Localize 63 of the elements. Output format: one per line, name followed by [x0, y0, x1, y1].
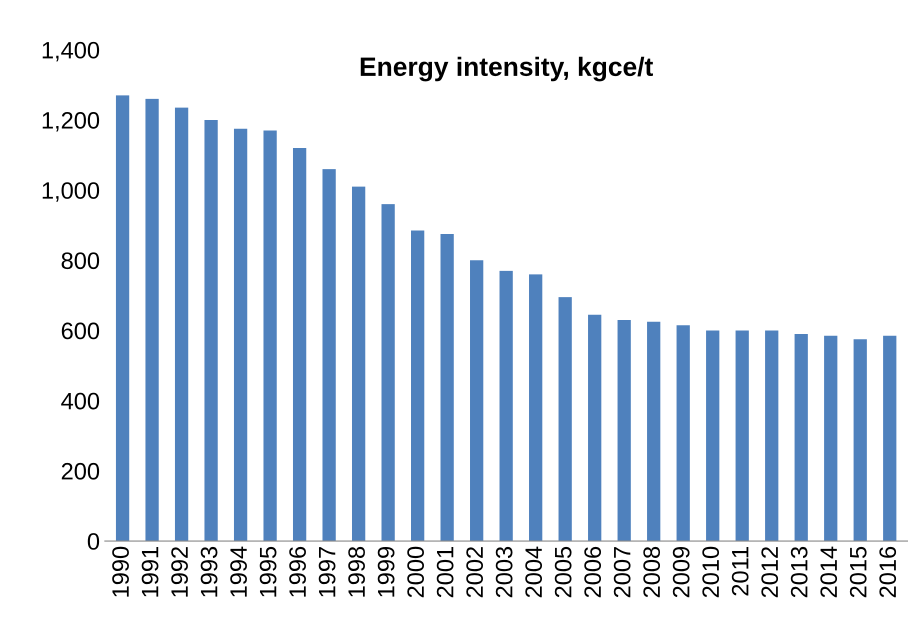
x-tick-label: 2000	[407, 546, 424, 598]
x-tick-label: 1991	[142, 547, 158, 597]
bar	[322, 169, 336, 542]
bar	[529, 274, 542, 542]
bar	[382, 204, 395, 542]
y-tick-label: 1,200	[42, 112, 100, 132]
bar	[854, 339, 867, 542]
y-tick-label: 400	[61, 392, 100, 410]
bar	[588, 314, 602, 542]
x-tick-label: 2008	[643, 546, 660, 598]
x-tick-label: 2014	[820, 546, 838, 598]
x-tick-label: 2006	[584, 546, 602, 598]
x-tick-label: 1993	[200, 546, 218, 597]
bar	[440, 234, 454, 542]
bar	[411, 230, 424, 542]
bar	[116, 95, 130, 542]
bar	[736, 330, 749, 542]
x-tick-label: 2010	[702, 546, 720, 598]
x-tick-label: 1990	[112, 546, 129, 597]
bar	[794, 334, 808, 542]
x-tick-label: 1994	[230, 546, 247, 597]
x-tick-label: 2001	[436, 547, 454, 598]
bar	[676, 325, 690, 542]
bar	[263, 130, 277, 542]
bar	[145, 98, 159, 542]
bar	[618, 320, 631, 542]
y-tick-label: 600	[62, 322, 100, 340]
x-tick-label: 2009	[672, 547, 690, 598]
bar	[706, 330, 720, 542]
x-tick-label: 1999	[378, 547, 394, 597]
x-tick-label: 2015	[850, 546, 867, 598]
x-tick-label: 2005	[554, 546, 572, 598]
x-tick-label: 2011	[732, 547, 749, 596]
bar	[292, 148, 306, 542]
x-tick-label: 2004	[525, 546, 542, 598]
bar	[470, 260, 484, 542]
bar	[765, 330, 778, 542]
bar	[500, 270, 513, 542]
x-tick-label: 1996	[289, 546, 306, 597]
y-tick-label: 1,000	[42, 182, 100, 202]
chart-title: Energy intensity, kgce/t	[360, 56, 653, 82]
bar	[174, 108, 188, 542]
y-tick-label: 1,400	[42, 42, 100, 62]
bar	[234, 128, 248, 542]
x-tick-label: 2013	[790, 546, 808, 598]
x-tick-label: 2012	[761, 547, 778, 598]
y-tick-label: 200	[62, 462, 100, 480]
x-tick-label: 1998	[348, 546, 365, 597]
x-tick-label: 1992	[171, 547, 188, 597]
bar	[824, 336, 838, 542]
bar	[204, 120, 218, 542]
x-tick-label: 2007	[614, 547, 631, 598]
x-tick-label: 2003	[496, 546, 512, 598]
y-tick-label: 800	[62, 252, 100, 270]
bar	[883, 336, 896, 542]
bar	[647, 322, 660, 542]
x-tick-label: 2016	[879, 546, 896, 598]
x-tick-label: 2002	[466, 547, 483, 598]
bar	[558, 297, 572, 542]
x-tick-label: 1995	[260, 546, 276, 597]
x-tick-label: 1997	[318, 547, 336, 597]
bar	[352, 186, 366, 542]
y-tick-label: 0	[88, 533, 100, 550]
